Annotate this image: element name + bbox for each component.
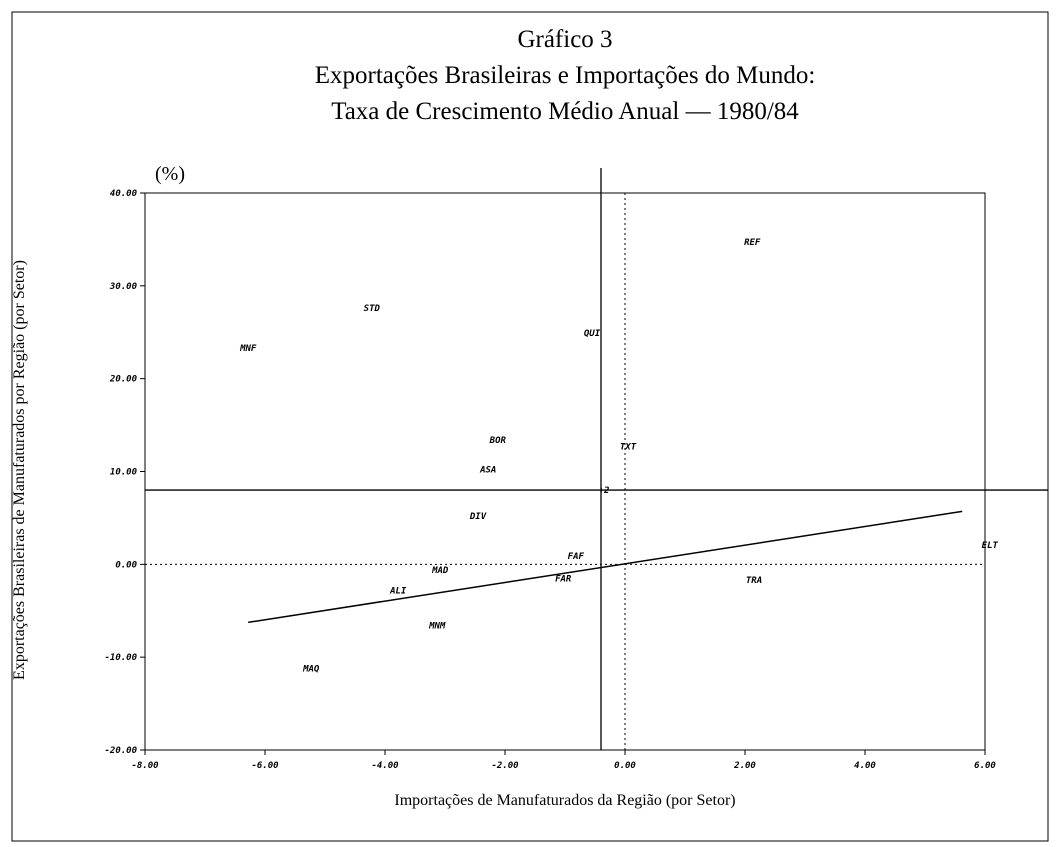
y-tick-label: 10.00 <box>110 468 138 478</box>
y-tick-label: 0.00 <box>115 560 137 570</box>
frame <box>11 11 1049 842</box>
point-label: STD <box>364 304 381 314</box>
y-tick-label: -20.00 <box>104 746 137 756</box>
x-axis-label: Importações de Manufaturados da Região (… <box>394 792 735 809</box>
point-label: ALI <box>389 586 407 596</box>
chart-subtitle: Taxa de Crescimento Médio Anual — 1980/8… <box>331 98 799 125</box>
y-tick-label: 40.00 <box>110 189 138 199</box>
point-label: TRA <box>746 576 762 586</box>
x-tick-label: 2.00 <box>733 761 756 771</box>
point-label: REF <box>744 238 761 248</box>
y-tick-label: 30.00 <box>109 282 138 292</box>
x-tick-label: 0.00 <box>614 761 636 771</box>
x-tick-label: -2.00 <box>491 761 519 771</box>
point-label: ASA <box>479 466 496 476</box>
chart-subtitle: Exportações Brasileiras e Importações do… <box>315 62 816 89</box>
point-label: MNM <box>428 622 446 632</box>
x-tick-label: 4.00 <box>854 761 876 771</box>
y-tick-label: 20.00 <box>109 375 138 385</box>
point-label: BOR <box>489 436 507 446</box>
chart-title: Gráfico 3 <box>517 26 612 53</box>
plot-frame <box>144 192 986 751</box>
point-label: +2 <box>599 486 610 496</box>
unit-label: (%) <box>155 163 185 185</box>
y-axis-label: Exportações Brasileiras de Manufaturados… <box>11 260 28 680</box>
x-tick-label: 6.00 <box>974 761 996 771</box>
point-label: FAR <box>555 574 572 584</box>
trend-line <box>248 510 963 624</box>
point-label: MAQ <box>302 664 320 674</box>
point-label: DIV <box>469 512 487 522</box>
point-label: QUI <box>584 329 601 339</box>
x-tick-label: -6.00 <box>251 761 279 771</box>
x-tick-label: -4.00 <box>371 761 399 771</box>
point-label: TXT <box>620 442 637 452</box>
point-label: MNF <box>239 344 257 354</box>
point-label: MAD <box>431 566 449 576</box>
point-label: ELT <box>982 541 999 551</box>
y-tick-label: -10.00 <box>104 653 137 663</box>
point-label: FAF <box>568 552 585 562</box>
x-tick-label: -8.00 <box>131 761 159 771</box>
